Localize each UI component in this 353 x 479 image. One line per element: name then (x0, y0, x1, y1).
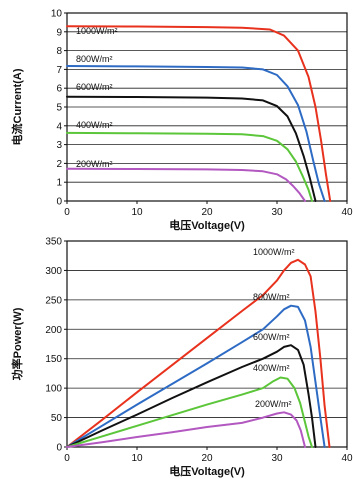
y-tick-label: 6 (56, 84, 62, 95)
series-line (66, 95, 317, 202)
x-tick-label: 30 (271, 453, 283, 464)
series-line (66, 25, 332, 202)
series-label: 600W/m² (253, 332, 290, 342)
y-tick-label: 10 (51, 9, 63, 20)
plot-frame (66, 240, 348, 448)
y-axis-title: 电流Current(A) (10, 68, 24, 145)
y-tick-label: 9 (56, 27, 62, 38)
x-tick-label: 20 (201, 453, 213, 464)
series-line (66, 376, 313, 448)
x-tick-label: 40 (341, 453, 353, 464)
x-tick-label: 20 (201, 207, 213, 218)
series-line (66, 65, 326, 202)
series-line (66, 344, 317, 448)
series-line (66, 304, 326, 448)
y-tick-label: 200 (45, 325, 62, 336)
series-line (66, 131, 313, 202)
y-tick-label: 0 (56, 443, 62, 454)
series-label: 800W/m² (76, 54, 113, 64)
x-tick-label: 10 (131, 453, 143, 464)
series-label: 400W/m² (76, 120, 113, 130)
x-tick-label: 0 (64, 207, 70, 218)
x-tick-label: 40 (341, 207, 353, 218)
series-label: 200W/m² (255, 399, 292, 409)
series-label: 400W/m² (253, 363, 290, 373)
series-label: 800W/m² (253, 292, 290, 302)
iv-chart: 0 1 2 3 4 5 6 7 8 9 10 0 10 20 30 40 电压Voltage(V) 电流Curre… (10, 9, 353, 233)
series-label: 600W/m² (76, 82, 113, 92)
y-axis-title: 功率Power(W) (10, 307, 24, 380)
y-tick-label: 250 (45, 295, 62, 306)
series-line (66, 411, 306, 448)
y-tick-label: 150 (45, 354, 62, 365)
x-tick-label: 0 (64, 453, 70, 464)
y-tick-label: 100 (45, 384, 62, 395)
series-line (66, 258, 331, 448)
y-tick-label: 4 (56, 121, 62, 132)
series-label: 1000W/m² (253, 247, 295, 257)
x-tick-label: 30 (271, 207, 283, 218)
series-line (66, 167, 306, 202)
y-tick-label: 7 (56, 65, 62, 76)
series-label: 200W/m² (76, 159, 113, 169)
y-tick-label: 1 (56, 178, 62, 189)
x-axis-title: 电压Voltage(V) (169, 464, 245, 478)
pv-chart: 0 50 100 150 200 250 300 350 0 10 20 30 40 电压Voltage(… (10, 237, 353, 479)
y-tick-label: 5 (56, 103, 62, 114)
y-tick-label: 3 (56, 140, 62, 151)
y-tick-label: 350 (45, 237, 62, 248)
y-tick-label: 2 (56, 159, 62, 170)
y-tick-label: 300 (45, 266, 62, 277)
y-tick-label: 50 (51, 413, 63, 424)
series-label: 1000W/m² (76, 26, 118, 36)
y-tick-label: 8 (56, 46, 62, 57)
x-tick-label: 10 (131, 207, 143, 218)
x-axis-title: 电压Voltage(V) (169, 218, 245, 232)
y-tick-label: 0 (56, 197, 62, 208)
